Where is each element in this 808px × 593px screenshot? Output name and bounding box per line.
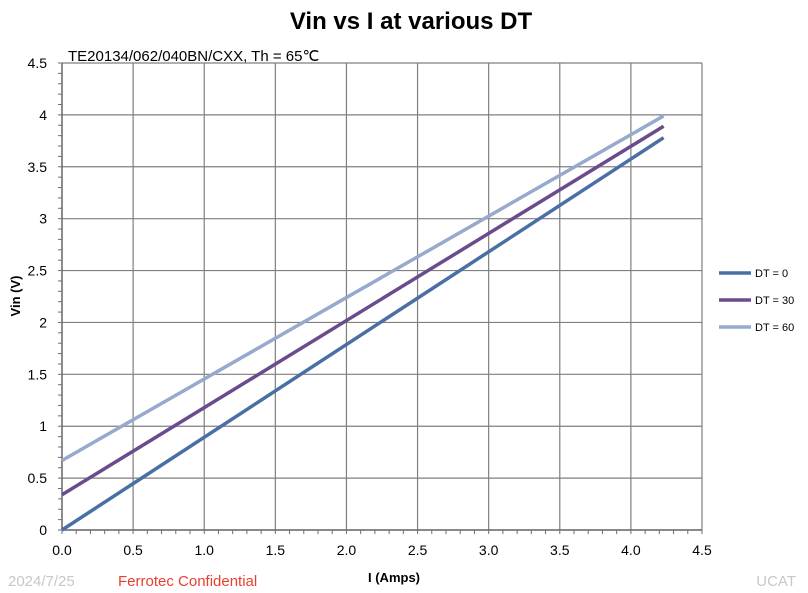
chart-title: Vin vs I at various DT [290,8,533,35]
x-tick-label: 2.5 [408,542,428,558]
y-tick-label: 0.5 [28,470,48,486]
legend-label-1: DT = 30 [755,295,794,307]
y-tick-labels: 0 0.5 1 1.5 2 2.5 3 3.5 4 4.5 [28,55,48,538]
series-line-2 [61,114,665,462]
legend-label-0: DT = 0 [755,268,788,280]
x-tick-label: 4.0 [621,542,641,558]
x-tick-labels: 0.0 0.5 1.0 1.5 2.0 2.5 3.0 3.5 4.0 4.5 [52,542,712,558]
grid [61,62,703,531]
y-axis-label: Vin (V) [8,276,23,317]
y-tick-label: 2.5 [28,263,48,279]
axis-ticks [58,62,703,534]
y-tick-label: 1 [39,418,47,434]
x-tick-label: 3.0 [479,542,499,558]
x-tick-label: 4.5 [692,542,712,558]
y-tick-label: 1.5 [28,366,48,382]
chart-subtitle: TE20134/062/040BN/CXX, Th = 65℃ [68,48,319,65]
series-line-1 [61,124,665,497]
legend-label-2: DT = 60 [755,322,794,334]
x-tick-label: 0.0 [52,542,72,558]
x-tick-label: 0.5 [123,542,143,558]
x-axis-label: I (Amps) [368,570,420,585]
y-tick-label: 4 [39,107,47,123]
x-tick-label: 3.5 [550,542,570,558]
legend: DT = 0 DT = 30 DT = 60 [719,268,794,334]
footer-date: 2024/7/25 [8,573,75,590]
series-line-0 [61,136,665,532]
x-tick-label: 1.0 [194,542,214,558]
x-tick-label: 1.5 [266,542,286,558]
y-tick-label: 2 [39,314,47,330]
y-tick-label: 4.5 [28,55,48,71]
footer-confidential: Ferrotec Confidential [118,573,257,590]
x-tick-label: 2.0 [337,542,357,558]
y-tick-label: 3 [39,211,47,227]
footer-right: UCAT [756,573,796,590]
y-tick-label: 0 [39,522,47,538]
series-lines [61,114,665,532]
y-tick-label: 3.5 [28,159,48,175]
